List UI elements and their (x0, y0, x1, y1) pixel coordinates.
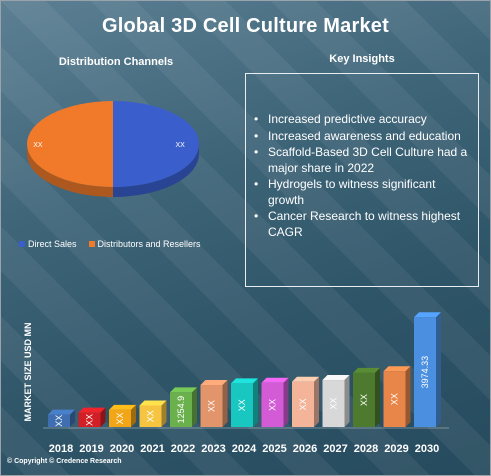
legend-item-distributors: Distributors and Resellers (88, 239, 201, 249)
bar-data-label: 3974.33 (420, 356, 430, 389)
legend-label: Distributors and Resellers (97, 239, 201, 249)
bar-2019 (78, 412, 101, 427)
bar-data-label: 1254.9 (176, 396, 186, 424)
bar-data-label: XX (237, 399, 247, 411)
bar-2027 (322, 380, 345, 427)
insight-item: Cancer Research to witness highest CAGR (254, 209, 470, 240)
bar-2030 (414, 317, 436, 427)
bar-top (322, 375, 350, 381)
bar-top (414, 312, 441, 318)
pie-slice-direct-sales (113, 101, 199, 187)
x-tick-label: 2021 (140, 443, 164, 455)
x-tick-label: 2025 (262, 443, 286, 455)
bar-side (436, 312, 441, 427)
bar-top (292, 376, 319, 382)
bar-side (375, 367, 380, 427)
pie-chart: XX XX (27, 101, 199, 197)
bar-chart: XX 2018 XX 2019 XX 2020 XX 2021 1254.9 2022 XX 2023… (43, 312, 449, 455)
bar-data-label: XX (359, 394, 369, 406)
bar-data-label: XX (146, 410, 156, 422)
bar-side (314, 376, 319, 427)
bar-side (344, 375, 350, 427)
bar-side (283, 377, 289, 427)
bar-data-label: XX (268, 399, 278, 411)
insight-item: Hydrogels to witness significant growth (254, 177, 470, 208)
x-tick-label: 2018 (49, 443, 73, 455)
bar-2029 (383, 371, 406, 427)
x-tick-label: 2026 (293, 443, 317, 455)
bar-top (109, 404, 136, 410)
pie-slice-side (27, 144, 113, 197)
x-tick-label: 2020 (110, 443, 134, 455)
bar-2021 (139, 405, 162, 427)
bar-top (48, 409, 75, 415)
pie-section-title: Distribution Channels (58, 56, 174, 68)
bar-top (261, 377, 289, 383)
x-tick-label: 2024 (232, 443, 257, 455)
bar-side (253, 378, 258, 427)
insight-item: Scaffold-Based 3D Cell Culture had a maj… (254, 145, 470, 176)
bar-2020 (109, 409, 131, 427)
bar-top (200, 380, 228, 386)
copyright-text: © Copyright © Credence Research (7, 458, 122, 465)
pie-data-label: XX (33, 142, 43, 149)
insights-title: Key Insights (329, 53, 395, 65)
pie-legend: Direct Sales Distributors and Resellers (19, 239, 201, 249)
x-tick-label: 2030 (415, 443, 439, 455)
bar-top (139, 400, 167, 406)
insight-item: Increased predictive accuracy (254, 112, 470, 128)
bar-side (222, 380, 228, 427)
bar-top (383, 366, 411, 372)
bar-data-label: XX (115, 412, 125, 424)
bar-2023 (200, 385, 223, 427)
bar-data-label: XX (390, 393, 400, 405)
bar-top (231, 378, 258, 384)
x-tick-label: 2028 (354, 443, 378, 455)
bar-data-label: XX (85, 414, 95, 426)
bar-data-label: XX (54, 415, 64, 427)
insight-item: Increased awareness and education (254, 129, 470, 145)
bar-data-label: XX (329, 398, 339, 410)
legend-item-direct-sales: Direct Sales (19, 239, 77, 249)
bar-side (131, 404, 136, 427)
page-title: Global 3D Cell Culture Market (102, 15, 389, 37)
x-tick-label: 2027 (323, 443, 347, 455)
x-tick-label: 2023 (201, 443, 225, 455)
bar-top (78, 407, 106, 413)
key-insights-box: Increased predictive accuracy Increased … (245, 73, 479, 287)
legend-swatch (19, 241, 25, 247)
bar-2025 (261, 382, 284, 427)
pie-slice-distributors (27, 101, 113, 187)
x-tick-label: 2029 (384, 443, 408, 455)
bar-2024 (231, 383, 253, 427)
bar-2018 (48, 414, 70, 427)
x-tick-label: 2022 (171, 443, 195, 455)
pie-slice-side (113, 144, 199, 197)
bar-side (100, 407, 106, 427)
bar-top (170, 387, 197, 393)
bar-side (70, 409, 75, 427)
bar-top (353, 367, 380, 373)
bar-data-label: XX (207, 400, 217, 412)
bar-side (161, 400, 167, 427)
legend-label: Direct Sales (28, 239, 77, 249)
bar-side (405, 366, 411, 427)
bar-2028 (353, 372, 375, 427)
bar-2026 (292, 381, 314, 427)
bar-side (192, 387, 197, 427)
x-tick-label: 2019 (79, 443, 103, 455)
legend-swatch (88, 241, 95, 247)
bar-2022 (170, 392, 192, 427)
bar-data-label: XX (298, 398, 308, 410)
pie-data-label: XX (175, 142, 185, 149)
